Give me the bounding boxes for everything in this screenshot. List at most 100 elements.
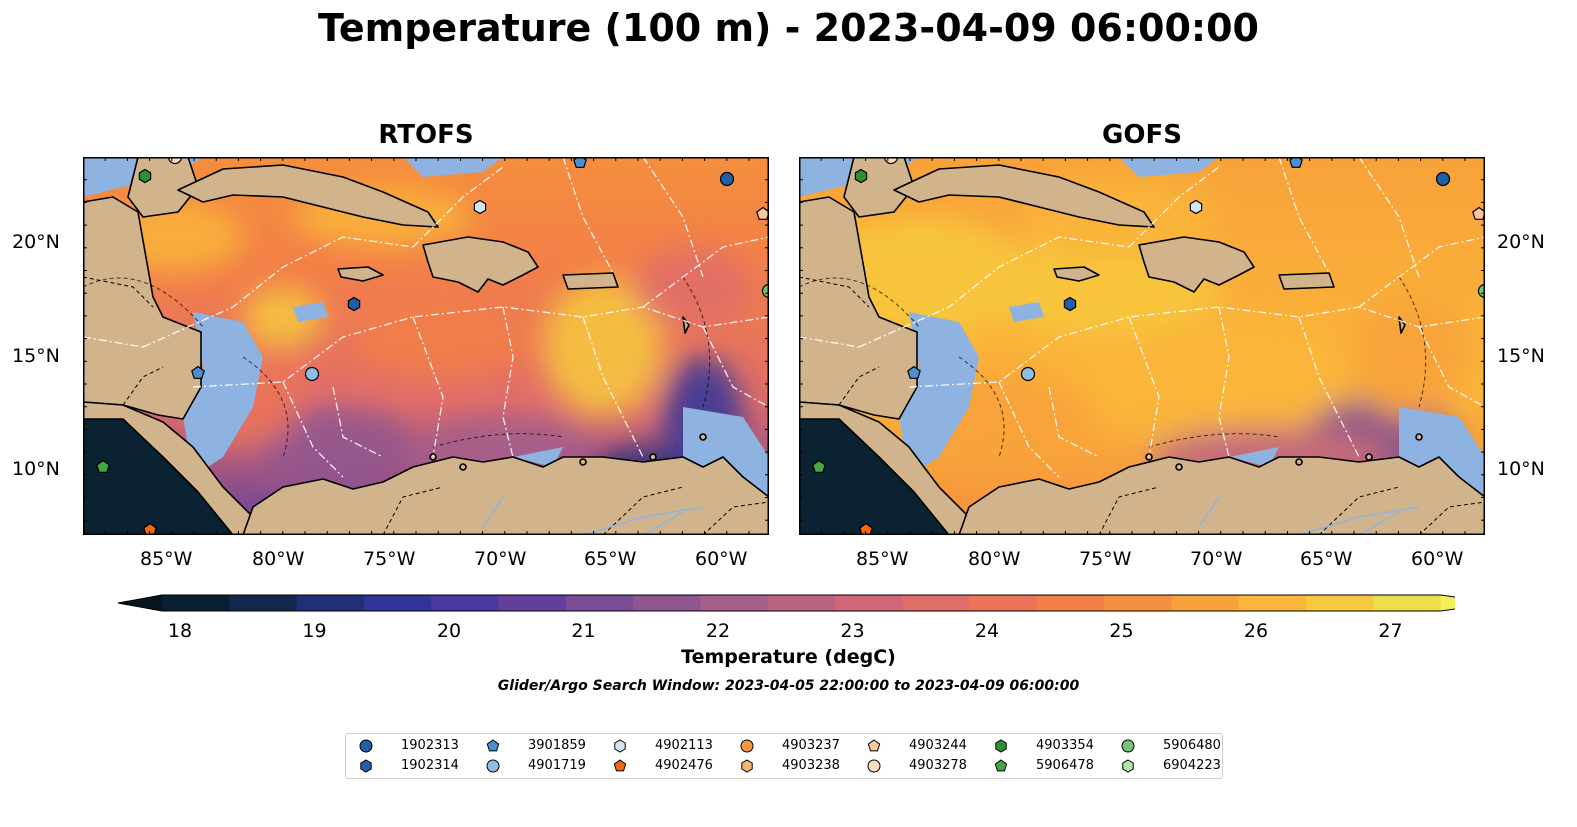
hexagon-marker-icon: [614, 739, 626, 753]
colorbar-segment: [1104, 595, 1173, 611]
depth-contour: [682, 276, 711, 408]
lon-tick-left-60: 60°W: [695, 548, 748, 570]
colorbar-tick-20: 20: [436, 620, 462, 642]
eez-boundary: [332, 386, 384, 458]
eez-boundary: [192, 306, 769, 388]
colorbar-tick-labels: 18 19 20 21 22 23 24 25 26 27: [0, 620, 1577, 644]
country-border: [382, 486, 444, 535]
south-america: [958, 456, 1485, 535]
colorbar-segment: [1373, 595, 1442, 611]
lat-tick-left-10: 10°N: [12, 458, 60, 480]
country-border: [838, 366, 880, 406]
eez-boundary: [1128, 166, 1220, 248]
small-island: [1295, 458, 1303, 466]
country-border: [702, 501, 769, 535]
colorbar-segment: [767, 595, 836, 611]
eez-boundary: [1358, 157, 1420, 278]
eez-boundary: [1128, 316, 1160, 458]
eez-boundary: [582, 316, 644, 458]
float-marker-5906478: [812, 459, 826, 473]
float-marker-5906480: [761, 283, 769, 299]
jamaica: [1053, 266, 1100, 282]
country-border: [799, 276, 870, 308]
eez-boundary: [642, 236, 769, 308]
legend-label: 6904223: [1163, 758, 1221, 773]
legend-label: 4903238: [782, 758, 840, 773]
lat-tick-right-10: 10°N: [1497, 458, 1545, 480]
float-marker-4902476: [143, 522, 157, 535]
float-marker-4901719: [1020, 366, 1036, 382]
river: [1358, 511, 1400, 535]
temperature-anomaly: [1349, 297, 1469, 417]
colorbar-segment: [363, 595, 432, 611]
colorbar-segment: [498, 595, 567, 611]
lon-tick-left-70: 70°W: [474, 548, 527, 570]
float-legend: 1902313 1902314 3901859 4901719 4902113 49024…: [345, 733, 1223, 779]
eez-boundary: [998, 381, 1060, 478]
colorbar-segment: [902, 595, 971, 611]
small-island: [699, 433, 707, 441]
pentagon-marker-icon: [867, 739, 881, 752]
temperature-anomaly: [243, 287, 323, 347]
pentagon-marker-icon: [994, 759, 1008, 772]
float-marker-4902113: [1189, 199, 1203, 215]
colorbar-tick-27: 27: [1378, 620, 1403, 642]
rtofs-map: [83, 157, 769, 535]
eez-boundary: [142, 236, 414, 348]
shallow-shelf: [1009, 302, 1044, 322]
legend-label: 4902113: [655, 738, 713, 753]
lon-tick-right-85: 85°W: [856, 548, 909, 570]
eez-boundary: [642, 157, 704, 278]
legend-label: 5906478: [1036, 758, 1094, 773]
float-marker-4901719: [304, 366, 320, 382]
shallow-shelf: [1229, 447, 1279, 467]
small-island: [579, 458, 587, 466]
float-marker-3901859: [573, 157, 587, 168]
gofs-map: [799, 157, 1485, 535]
eez-boundary: [83, 336, 144, 348]
colorbar-segment: [162, 595, 230, 611]
lat-tick-right-15: 15°N: [1497, 345, 1545, 367]
colorbar-segment: [1306, 595, 1374, 611]
lon-tick-right-75: 75°W: [1079, 548, 1132, 570]
small-island: [1365, 453, 1373, 461]
colorbar-segment: [296, 595, 365, 611]
map-frame: [799, 157, 1485, 535]
jamaica: [337, 266, 384, 282]
small-island: [459, 463, 467, 471]
depth-contour: [242, 356, 289, 458]
float-marker-1902313: [719, 171, 735, 187]
colorbar-segment: [1171, 595, 1240, 611]
lon-tick-left-65: 65°W: [584, 548, 637, 570]
lat-tick-right-20: 20°N: [1497, 231, 1545, 253]
legend-label: 4901719: [528, 758, 586, 773]
puerto-rico: [1278, 272, 1335, 290]
colorbar-tick-25: 25: [1109, 620, 1134, 642]
depth-contour: [83, 277, 204, 328]
river: [642, 511, 684, 535]
float-marker-3901859: [191, 365, 205, 379]
colorbar-outline: [117, 594, 1455, 612]
colorbar-tick-26: 26: [1243, 620, 1269, 642]
shallow-shelf: [1119, 157, 1219, 177]
lat-tick-left-20: 20°N: [12, 231, 60, 253]
lon-tick-left-80: 80°W: [252, 548, 305, 570]
eez-boundary: [799, 336, 860, 348]
float-marker-3901859: [907, 365, 921, 379]
colorbar-tick-22: 22: [705, 620, 731, 642]
pacific-ocean: [83, 407, 233, 535]
eez-boundary: [1218, 306, 1230, 458]
pentagon-marker-icon: [613, 759, 627, 772]
colorbar-segment: [431, 595, 500, 611]
lon-tick-right-60: 60°W: [1411, 548, 1464, 570]
eez-boundary: [562, 157, 614, 274]
colorbar-label: Temperature (degC): [681, 646, 896, 668]
eez-boundary: [1048, 386, 1100, 458]
legend-label: 4903244: [909, 738, 967, 753]
depth-contour: [1148, 433, 1280, 448]
cuba: [893, 164, 1155, 228]
eez-boundary: [1358, 236, 1485, 308]
temperature-anomaly: [633, 247, 753, 327]
circle-marker-icon: [740, 739, 754, 753]
shallow-shelf: [293, 302, 328, 322]
